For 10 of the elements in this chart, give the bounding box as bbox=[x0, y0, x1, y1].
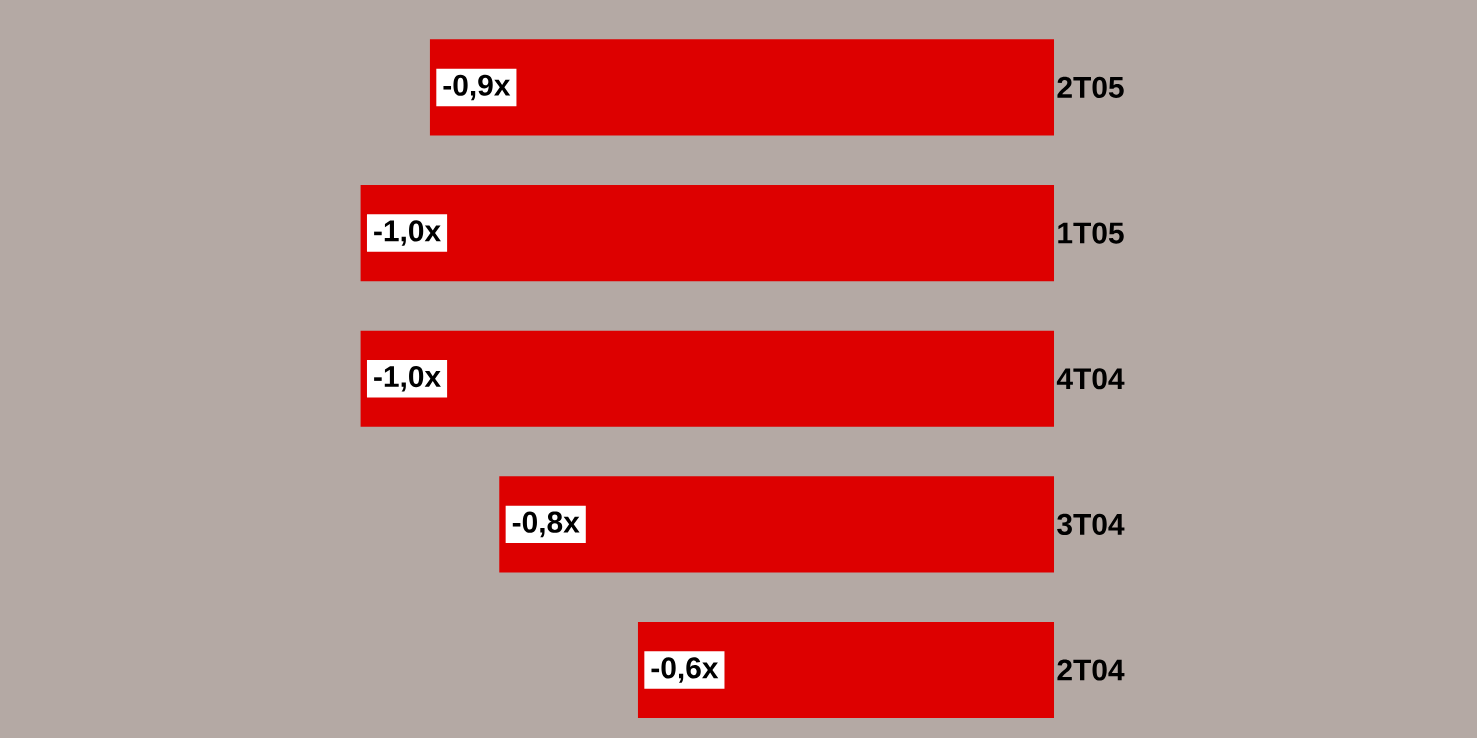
y-tick-label: 2T04 bbox=[1057, 659, 1125, 681]
data-label: -0,8x bbox=[512, 511, 580, 537]
y-tick-label: 4T04 bbox=[1056, 367, 1125, 390]
y-tick-label: 2T05 bbox=[1057, 76, 1124, 98]
y-tick-label: 1T05 bbox=[1058, 222, 1124, 244]
y-tick-label: 3T04 bbox=[1057, 513, 1125, 535]
data-label: -1,0x bbox=[374, 365, 441, 392]
data-label: -1,0x bbox=[374, 220, 441, 246]
data-label: -0,6x bbox=[651, 657, 719, 683]
data-label: -0,9x bbox=[443, 74, 511, 100]
